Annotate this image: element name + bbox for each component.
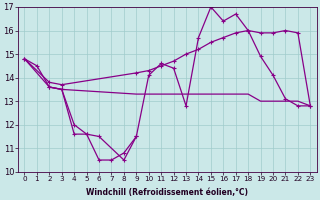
X-axis label: Windchill (Refroidissement éolien,°C): Windchill (Refroidissement éolien,°C): [86, 188, 248, 197]
